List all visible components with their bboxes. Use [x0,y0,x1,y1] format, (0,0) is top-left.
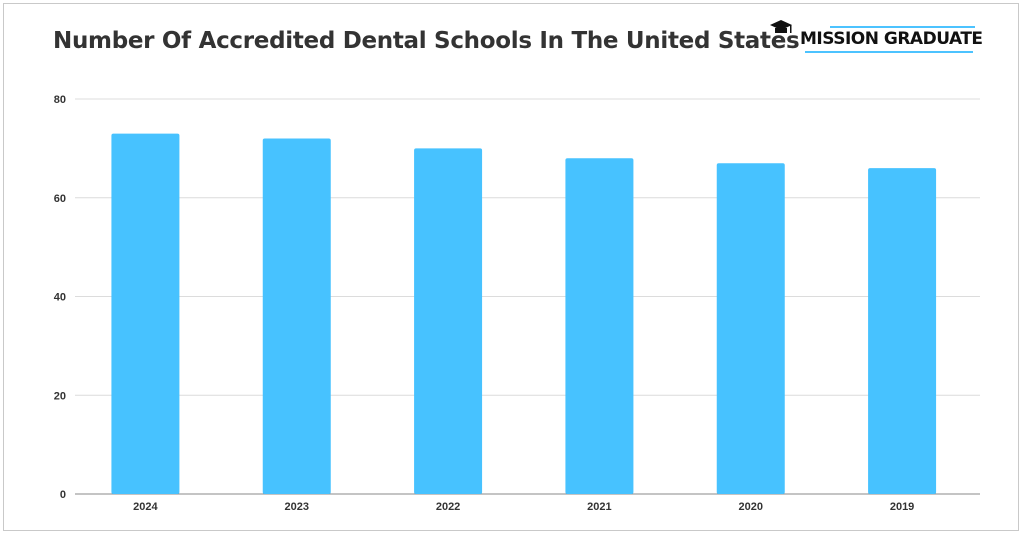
x-tick-label: 2024 [133,501,158,513]
x-tick-label: 2022 [436,501,460,513]
bar [716,163,785,494]
bar [111,133,180,494]
y-tick-label: 20 [54,390,66,402]
y-tick-label: 40 [54,292,66,304]
logo-text: MISSION GRADUATE [800,29,983,49]
y-tick-label: 60 [54,193,66,205]
chart-title: Number Of Accredited Dental Schools In T… [53,28,800,54]
x-tick-label: 2019 [890,501,914,513]
x-tick-label: 2020 [739,501,763,513]
bar [565,158,634,494]
chart-frame [3,3,1019,531]
y-tick-label: 80 [54,94,66,106]
bar [868,168,937,494]
logo: MISSION GRADUATE [770,18,983,58]
x-tick-label: 2021 [587,501,611,513]
bar [414,148,483,494]
graduation-cap-icon [770,20,792,33]
logo-line-top [830,26,975,28]
y-tick-label: 0 [60,489,66,501]
logo-line-bottom [805,51,973,53]
x-tick-label: 2023 [285,501,309,513]
bar [262,138,331,494]
